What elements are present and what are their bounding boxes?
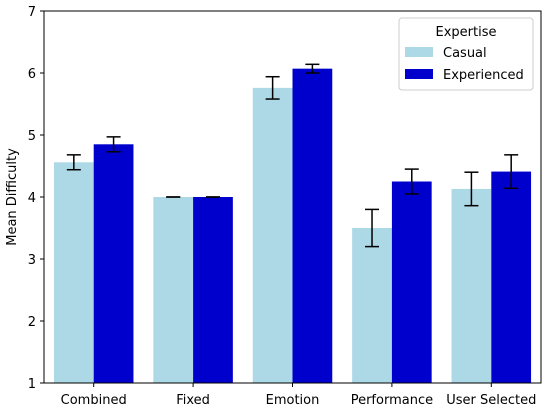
bars-layer (53, 68, 532, 383)
y-tick-label: 3 (28, 253, 36, 268)
bar-experienced-user-selected (491, 171, 532, 383)
bar-experienced-combined (93, 144, 134, 383)
bar-casual-fixed (153, 197, 194, 383)
y-axis-label: Mean Difficulty (5, 148, 20, 246)
error-bar-experienced-emotion (305, 63, 320, 74)
bar-experienced-emotion (292, 68, 333, 383)
error-bar-casual-combined (66, 154, 81, 171)
y-axis: 1 2 3 4 5 6 7 (28, 5, 44, 392)
bar-casual-user-selected (451, 188, 492, 383)
error-bars-layer (66, 63, 519, 248)
y-tick-label: 5 (28, 129, 36, 144)
legend-title: Expertise (436, 25, 497, 40)
error-bar-casual-emotion (265, 75, 280, 100)
error-bar-casual-user-selected (464, 171, 479, 207)
bar-casual-combined (53, 162, 94, 383)
bar-casual-emotion (252, 87, 293, 383)
x-tick-label: Emotion (266, 393, 320, 408)
bar-experienced-fixed (193, 197, 233, 383)
legend-label-experienced: Experienced (443, 68, 524, 83)
legend: Expertise Casual Experienced (398, 17, 534, 91)
x-tick-label: Fixed (176, 393, 210, 408)
x-tick-label: User Selected (446, 393, 536, 408)
error-bar-experienced-user-selected (504, 154, 519, 190)
legend-swatch-experienced (405, 69, 433, 79)
bar-casual-performance (352, 228, 392, 383)
y-tick-label: 6 (28, 67, 36, 82)
x-tick-label: Performance (351, 393, 433, 408)
error-bar-experienced-performance (404, 168, 419, 195)
y-tick-label: 2 (28, 315, 36, 330)
y-tick-label: 4 (28, 191, 36, 206)
error-bar-casual-performance (365, 208, 380, 248)
bar-experienced-performance (391, 181, 432, 383)
y-tick-label: 7 (28, 5, 36, 20)
error-bar-experienced-combined (106, 136, 121, 153)
x-axis: Combined Fixed Emotion Performance User Sele… (61, 383, 536, 408)
x-tick-label: Combined (61, 393, 127, 408)
legend-label-casual: Casual (443, 46, 487, 61)
y-tick-label: 1 (28, 377, 36, 392)
legend-swatch-casual (405, 47, 433, 57)
